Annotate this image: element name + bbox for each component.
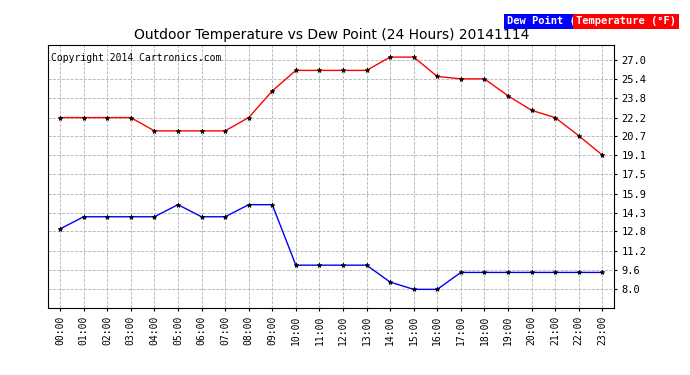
Text: Copyright 2014 Cartronics.com: Copyright 2014 Cartronics.com — [51, 53, 221, 63]
Text: Dew Point (°F): Dew Point (°F) — [507, 16, 595, 26]
Title: Outdoor Temperature vs Dew Point (24 Hours) 20141114: Outdoor Temperature vs Dew Point (24 Hou… — [133, 28, 529, 42]
Text: Temperature (°F): Temperature (°F) — [576, 16, 676, 26]
